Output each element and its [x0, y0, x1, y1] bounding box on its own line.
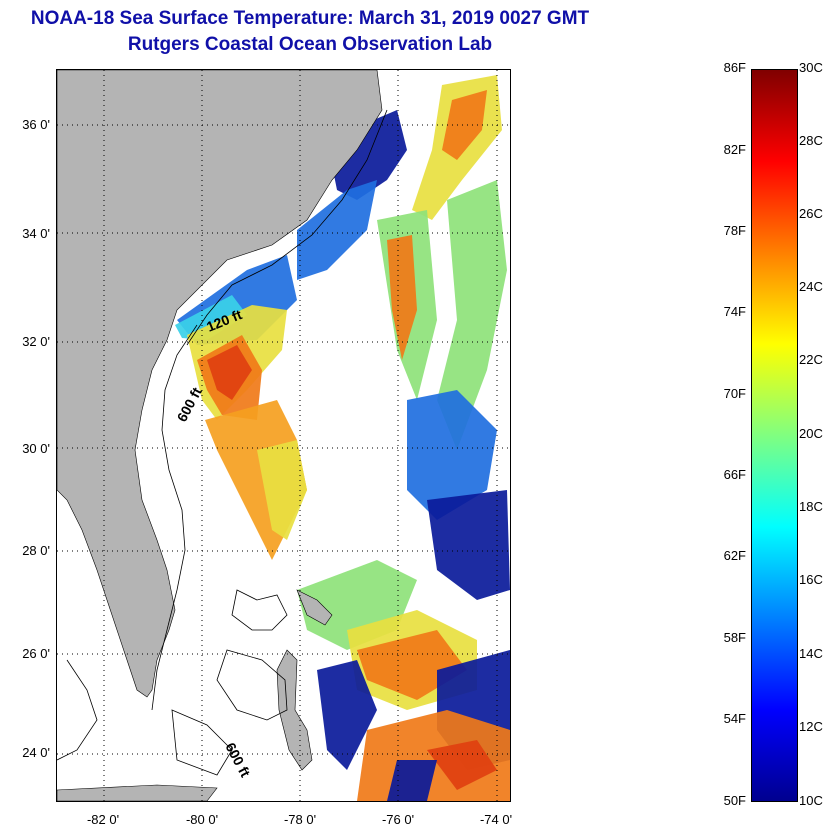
colorbar-f-label-62: 62F [723, 548, 746, 563]
colorbar-c-label-20: 20C [799, 426, 823, 441]
colorbar-f-label-86: 86F [723, 60, 746, 75]
colorbar-f-label-58: 58F [723, 630, 746, 645]
graticule [57, 70, 510, 801]
sst-patch-hot-1 [207, 345, 252, 400]
bahamas-grand-bahama [296, 589, 333, 626]
contour-bahama-bank-2 [216, 649, 288, 721]
colorbar-c-label-10: 10C [799, 793, 823, 808]
map-title: NOAA-18 Sea Surface Temperature: March 3… [30, 8, 590, 29]
sst-map-svg: 120 ft 600 ft 600 ft [57, 70, 510, 801]
colorbar-c-label-14: 14C [799, 646, 823, 661]
sst-map: 120 ft 600 ft 600 ft [56, 69, 511, 802]
lat-label-32: 32 0' [22, 334, 50, 349]
sst-patch-cool-3 [407, 390, 497, 520]
sst-patch-cool-2 [297, 180, 377, 280]
cuba [57, 784, 218, 801]
lat-label-34: 34 0' [22, 226, 50, 241]
colorbar-c-label-24: 24C [799, 279, 823, 294]
lon-label-76: -76 0' [381, 812, 415, 827]
bahamas-andros [276, 649, 313, 771]
lon-label-78: -78 0' [283, 812, 317, 827]
colorbar-f-label-70: 70F [723, 386, 746, 401]
isobath-contours [57, 109, 388, 776]
colorbar-c-label-12: 12C [799, 719, 823, 734]
colorbar-f-label-74: 74F [723, 304, 746, 319]
contour-120ft [186, 109, 388, 346]
colorbar-c-label-28: 28C [799, 133, 823, 148]
map-subtitle: Rutgers Coastal Ocean Observation Lab [127, 34, 493, 55]
lon-label-80: -80 0' [185, 812, 219, 827]
colorbar-f-label-50: 50F [723, 793, 746, 808]
sst-patch-cold-5 [387, 760, 437, 801]
sst-data-layer [175, 75, 510, 801]
sst-patch-orange-3 [387, 235, 417, 360]
isobath-label-600ft-1: 600 ft [174, 384, 205, 424]
contour-600ft-west [151, 324, 198, 711]
colorbar-c-label-22: 22C [799, 352, 823, 367]
sst-patch-hot-2 [427, 740, 497, 790]
lon-label-74: -74 0' [479, 812, 513, 827]
colorbar-c-label-26: 26C [799, 206, 823, 221]
lat-label-24: 24 0' [22, 745, 50, 760]
sst-patch-cold-4 [317, 660, 377, 770]
colorbar-f-label-66: 66F [723, 467, 746, 482]
lat-label-30: 30 0' [22, 441, 50, 456]
sst-patch-orange-2 [442, 90, 487, 160]
lat-label-36: 36 0' [22, 117, 50, 132]
isobath-label-600ft-2: 600 ft [222, 740, 253, 780]
us-mainland [57, 70, 383, 698]
sst-patch-green-2 [437, 180, 507, 450]
contour-bahama-bank-1 [231, 589, 288, 631]
colorbar-f-label-54: 54F [723, 711, 746, 726]
colorbar-c-label-18: 18C [799, 499, 823, 514]
lat-label-26: 26 0' [22, 646, 50, 661]
contour-cuba-shelf [171, 709, 233, 776]
temperature-colorbar [751, 69, 798, 802]
colorbar-c-label-30: 30C [799, 60, 823, 75]
contour-gulf-shelf [57, 659, 98, 761]
sst-patch-cold-2 [427, 490, 510, 600]
colorbar-f-label-78: 78F [723, 223, 746, 238]
lat-label-28: 28 0' [22, 543, 50, 558]
colorbar-f-label-82: 82F [723, 142, 746, 157]
land-layer [57, 70, 383, 801]
sst-patch-yellow-2 [257, 440, 307, 540]
lon-label-82: -82 0' [86, 812, 120, 827]
colorbar-c-label-16: 16C [799, 572, 823, 587]
sst-patch-cyan-1 [175, 295, 247, 340]
